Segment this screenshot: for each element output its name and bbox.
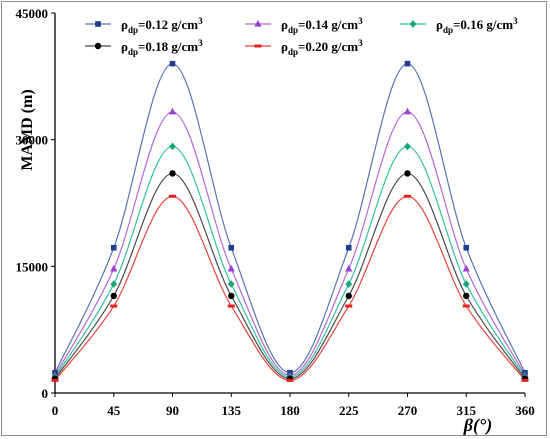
legend-marker-5 (254, 44, 262, 48)
data-point-series-3 (462, 280, 470, 288)
y-tick-labels: 0 15000 30000 45000 (16, 6, 49, 401)
data-point-series-4 (228, 292, 235, 300)
data-point-series-5 (110, 304, 118, 308)
data-point-series-2 (345, 264, 353, 272)
y-tick-label: 0 (42, 386, 49, 401)
data-point-series-2 (227, 264, 235, 272)
legend-marker-2 (254, 20, 262, 27)
legend: ρdp=0.12 g/cm3 ρdp=0.14 g/cm3 ρdp=0.16 g/c… (85, 16, 518, 57)
data-point-series-4 (345, 292, 352, 300)
legend-label-4: ρdp=0.18 g/cm3 (121, 38, 203, 57)
data-point-series-1 (404, 60, 411, 67)
data-point-series-1 (228, 244, 235, 251)
data-point-series-2 (168, 107, 177, 115)
x-tick-label: 360 (515, 403, 535, 418)
series-line-4 (54, 172, 526, 380)
series-markers (51, 60, 529, 382)
legend-label-1: ρdp=0.12 g/cm3 (121, 16, 203, 35)
y-axis-title: MAMD (m) (19, 89, 36, 170)
series-line-2 (54, 111, 526, 376)
series-line-1 (54, 63, 526, 374)
data-point-series-5 (51, 378, 59, 382)
y-tick-label: 30000 (16, 133, 49, 148)
series-line-3 (54, 145, 526, 378)
data-point-series-2 (403, 107, 412, 115)
data-point-series-3 (110, 280, 118, 288)
data-point-series-3 (404, 142, 411, 151)
legend-marker-4 (94, 42, 102, 50)
data-point-series-5 (462, 304, 470, 308)
axes (51, 12, 526, 397)
y-tick-label: 45000 (16, 6, 49, 21)
data-point-series-5 (227, 304, 235, 308)
data-point-series-4 (463, 292, 470, 300)
x-tick-label: 90 (166, 403, 179, 418)
x-tick-label: 135 (222, 403, 242, 418)
series-lines (54, 63, 526, 381)
data-point-series-1 (169, 60, 176, 67)
data-point-series-2 (462, 264, 470, 272)
data-point-series-4 (110, 292, 117, 300)
data-point-series-3 (345, 280, 353, 288)
legend-marker-1 (95, 21, 101, 27)
data-point-series-3 (169, 142, 176, 151)
legend-label-3: ρdp=0.16 g/cm3 (436, 16, 518, 35)
x-tick-label: 45 (107, 403, 121, 418)
data-point-series-5 (521, 378, 529, 382)
x-tick-label: 180 (280, 403, 300, 418)
x-tick-labels: 0 45 90 135 180 225 270 315 360 (52, 403, 535, 418)
data-point-series-4 (169, 170, 176, 177)
data-point-series-5 (286, 378, 294, 382)
data-point-series-1 (110, 244, 117, 251)
data-point-series-2 (110, 264, 118, 272)
data-point-series-5 (345, 304, 353, 308)
data-point-series-5 (404, 194, 411, 198)
data-point-series-1 (345, 244, 352, 251)
x-tick-label: 270 (398, 403, 418, 418)
legend-marker-3 (409, 20, 417, 28)
series-line-5 (54, 195, 526, 381)
legend-label-2: ρdp=0.14 g/cm3 (281, 16, 363, 35)
data-point-series-3 (227, 280, 235, 288)
x-axis-title: β(°) (463, 415, 492, 436)
x-tick-label: 0 (52, 403, 59, 418)
data-point-series-4 (404, 170, 411, 177)
data-point-series-5 (169, 194, 176, 198)
x-tick-label: 225 (339, 403, 359, 418)
y-tick-label: 15000 (16, 259, 49, 274)
data-point-series-1 (463, 244, 470, 251)
legend-label-5: ρdp=0.20 g/cm3 (281, 38, 363, 57)
x-tick-label: 315 (457, 403, 477, 418)
